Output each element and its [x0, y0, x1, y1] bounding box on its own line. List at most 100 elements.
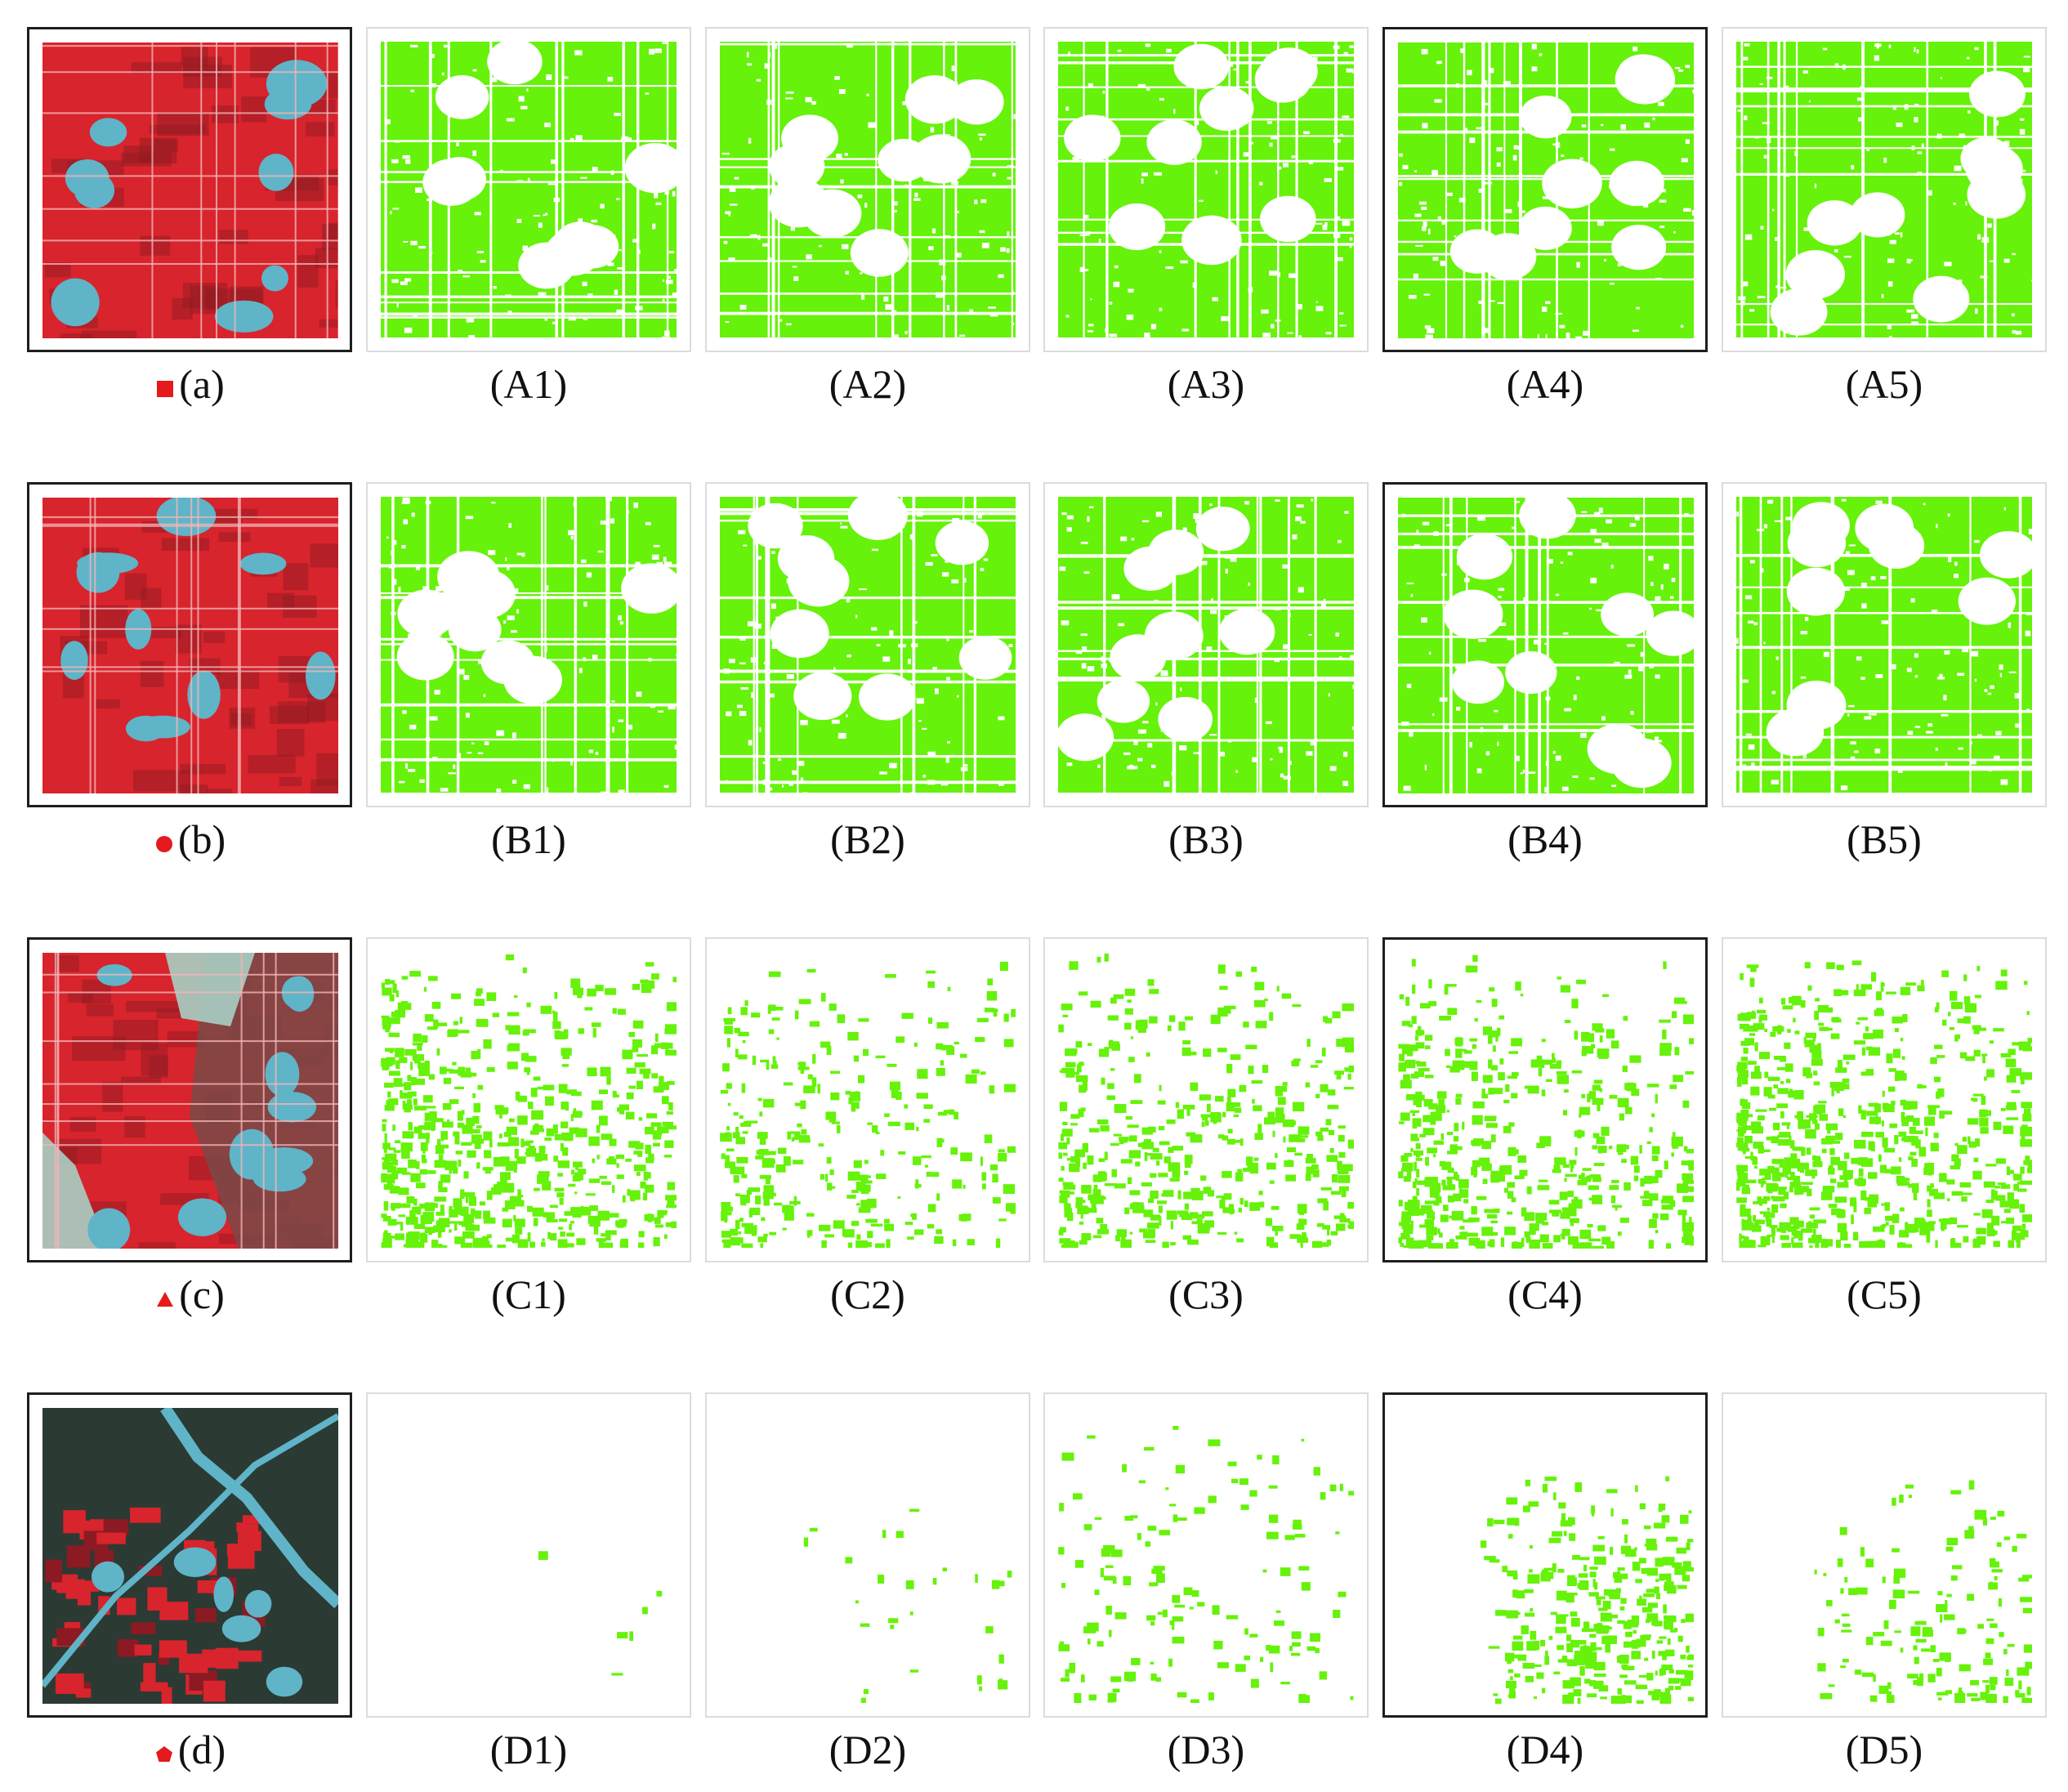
- figure-row-c: (c) (C1) (C2) (C3) (C4) (C5): [0, 937, 2068, 1321]
- panel-label: (D1): [489, 1727, 568, 1772]
- satellite-image: [42, 42, 338, 338]
- panel-label: (C3): [1168, 1271, 1244, 1317]
- panel-caption: (B4): [1382, 816, 1708, 863]
- panel-frame: [705, 482, 1030, 807]
- panel-label: (a): [179, 361, 225, 407]
- panel-frame: [366, 27, 691, 352]
- panel-frame: [1722, 937, 2047, 1262]
- crop-map: [381, 1407, 677, 1703]
- panel-frame: [1043, 27, 1369, 352]
- panel-caption: (b): [27, 816, 352, 863]
- crop-map: [1736, 497, 2032, 793]
- crop-map: [381, 42, 677, 337]
- pentagon-marker-icon: [154, 1744, 175, 1765]
- crop-map: [381, 497, 677, 793]
- panel-label: (D4): [1506, 1727, 1584, 1772]
- figure-row-b: (b) (B1) (B2) (B3) (B4) (B5): [0, 482, 2068, 866]
- highlighted-frame: [27, 482, 352, 807]
- panel-label: (A5): [1845, 361, 1923, 407]
- panel-caption: (A3): [1043, 360, 1369, 408]
- satellite-image: [42, 953, 338, 1249]
- panel-caption: (D2): [705, 1726, 1030, 1773]
- panel-caption: (B2): [705, 816, 1030, 863]
- panel-caption: (A2): [705, 360, 1030, 408]
- panel-caption: (A5): [1722, 360, 2047, 408]
- crop-map: [1058, 42, 1354, 337]
- highlighted-frame: [1382, 937, 1708, 1262]
- panel-frame: [705, 27, 1030, 352]
- panel-caption: (C2): [705, 1271, 1030, 1318]
- panel-frame: [705, 1392, 1030, 1718]
- crop-map: [1736, 42, 2032, 337]
- panel-label: (B1): [491, 816, 566, 862]
- crop-map: [720, 1407, 1016, 1703]
- panel-frame: [366, 1392, 691, 1718]
- panel-label: (D5): [1845, 1727, 1923, 1772]
- panel-label: (C4): [1507, 1271, 1583, 1317]
- panel-frame: [1043, 937, 1369, 1262]
- highlighted-frame: [1382, 1392, 1708, 1718]
- panel-label: (C1): [491, 1271, 566, 1317]
- panel-caption: (C4): [1382, 1271, 1708, 1318]
- panel-caption: (D3): [1043, 1726, 1369, 1773]
- panel-frame: [1722, 1392, 2047, 1718]
- crop-map: [1398, 498, 1694, 793]
- crop-map: [1058, 497, 1354, 793]
- crop-map: [1398, 953, 1694, 1249]
- crop-map: [720, 42, 1016, 337]
- satellite-image: [42, 1408, 338, 1704]
- panel-caption: (A4): [1382, 360, 1708, 408]
- highlighted-frame: [27, 1392, 352, 1718]
- figure-row-d: (d) (D1) (D2) (D3) (D4) (D5): [0, 1392, 2068, 1776]
- highlighted-frame: [1382, 482, 1708, 807]
- panel-frame: [1043, 482, 1369, 807]
- panel-caption: (B5): [1722, 816, 2047, 863]
- circle-marker-icon: [154, 833, 175, 855]
- panel-frame: [366, 482, 691, 807]
- panel-label: (A4): [1506, 361, 1584, 407]
- panel-caption: (A1): [366, 360, 691, 408]
- panel-frame: [1043, 1392, 1369, 1718]
- highlighted-frame: [27, 937, 352, 1262]
- triangle-marker-icon: [154, 1289, 176, 1310]
- panel-label: (D3): [1167, 1727, 1245, 1772]
- crop-map: [720, 497, 1016, 793]
- crop-map: [1736, 1407, 2032, 1703]
- highlighted-frame: [1382, 27, 1708, 352]
- panel-label: (D2): [829, 1727, 907, 1772]
- panel-caption: (D4): [1382, 1726, 1708, 1773]
- satellite-image: [42, 498, 338, 793]
- panel-caption: (c): [27, 1271, 352, 1318]
- panel-label: (A1): [489, 361, 568, 407]
- crop-map: [1398, 1408, 1694, 1704]
- crop-map: [1398, 42, 1694, 338]
- square-marker-icon: [154, 378, 176, 400]
- panel-caption: (D5): [1722, 1726, 2047, 1773]
- panel-label: (C5): [1847, 1271, 1922, 1317]
- panel-caption: (a): [27, 360, 352, 408]
- panel-label: (B2): [830, 816, 905, 862]
- panel-label: (d): [177, 1727, 226, 1772]
- panel-label: (b): [177, 816, 226, 862]
- panel-frame: [705, 937, 1030, 1262]
- panel-caption: (d): [27, 1726, 352, 1773]
- panel-caption: (C1): [366, 1271, 691, 1318]
- panel-caption: (C5): [1722, 1271, 2047, 1318]
- crop-map: [381, 952, 677, 1248]
- panel-frame: [366, 937, 691, 1262]
- crop-map: [1058, 952, 1354, 1248]
- panel-caption: (C3): [1043, 1271, 1369, 1318]
- highlighted-frame: [27, 27, 352, 352]
- figure-row-a: (a) (A1) (A2) (A3) (A4) (A5): [0, 27, 2068, 411]
- crop-map: [720, 952, 1016, 1248]
- panel-label: (B4): [1507, 816, 1583, 862]
- panel-caption: (B3): [1043, 816, 1369, 863]
- crop-map: [1736, 952, 2032, 1248]
- crop-map: [1058, 1407, 1354, 1703]
- panel-caption: (D1): [366, 1726, 691, 1773]
- panel-label: (B3): [1168, 816, 1244, 862]
- panel-label: (c): [179, 1271, 225, 1317]
- panel-label: (A2): [829, 361, 907, 407]
- panel-frame: [1722, 27, 2047, 352]
